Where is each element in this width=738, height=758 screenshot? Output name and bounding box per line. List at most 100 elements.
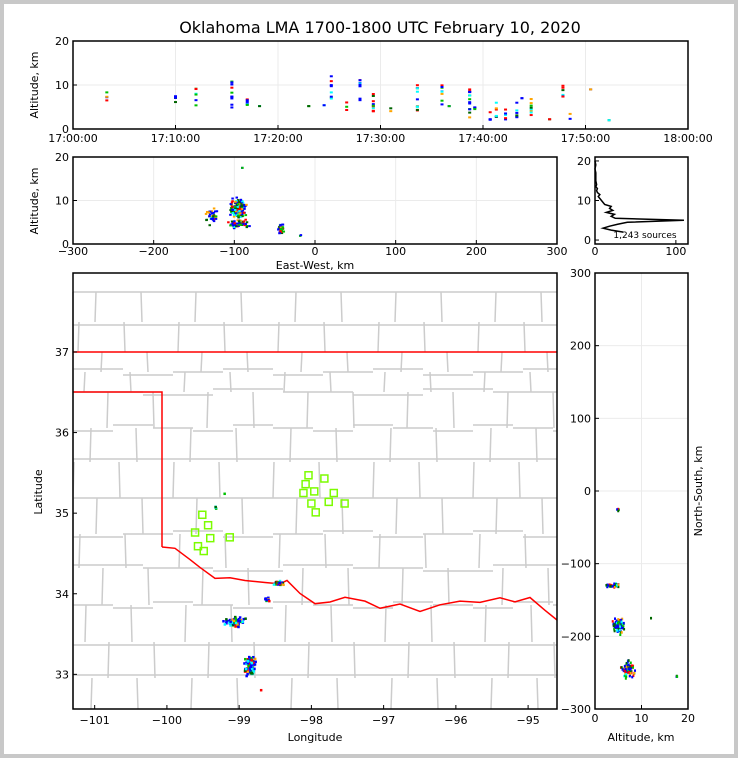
source-point [515, 101, 519, 104]
y-tick-label: 34 [55, 588, 69, 601]
source-point [389, 107, 393, 110]
source-point [504, 112, 508, 115]
source-point [243, 662, 246, 665]
source-point [242, 617, 246, 621]
source-point [240, 211, 244, 214]
source-point [235, 196, 239, 199]
source-point [238, 616, 242, 619]
source-point [245, 221, 249, 224]
source-point [250, 665, 253, 669]
source-point [246, 672, 249, 676]
x-tick-label: 17:00:00 [48, 132, 97, 145]
source-point [617, 507, 620, 511]
source-point [613, 623, 616, 626]
source-point [494, 107, 498, 110]
map-background [73, 273, 557, 709]
x-tick-label: −95 [516, 714, 539, 727]
source-point [529, 109, 533, 112]
source-point [230, 106, 234, 109]
source-point [237, 220, 241, 223]
source-point [235, 225, 238, 228]
source-point [236, 199, 240, 202]
source-point [371, 109, 375, 112]
source-point [624, 671, 627, 674]
source-point [229, 624, 232, 627]
source-point [240, 223, 243, 226]
source-point [212, 220, 216, 223]
source-point [618, 618, 621, 622]
source-point [619, 625, 622, 628]
source-point [227, 619, 230, 623]
station-marker [311, 508, 320, 517]
source-point [245, 661, 248, 664]
source-point [468, 116, 472, 119]
source-point [494, 114, 498, 117]
source-point [245, 203, 248, 206]
source-point [243, 224, 247, 227]
source-point [371, 94, 375, 97]
source-point [625, 663, 628, 667]
source-point [234, 207, 237, 210]
source-point [529, 111, 533, 114]
source-point [617, 627, 620, 630]
source-point [468, 94, 472, 97]
source-point [630, 664, 633, 667]
y-tick-label: −300 [561, 703, 591, 716]
x-tick-label: −98 [300, 714, 323, 727]
source-point [234, 617, 238, 621]
source-point [274, 581, 278, 585]
source-point [231, 197, 234, 200]
source-point [468, 88, 472, 91]
source-point [529, 102, 533, 105]
state-border [73, 351, 557, 547]
y-axis-label: North-South, km [692, 446, 705, 537]
x-tick-label: −200 [139, 245, 169, 258]
source-point [234, 625, 238, 628]
source-point [278, 581, 282, 585]
source-point [239, 216, 242, 219]
source-point [623, 665, 626, 668]
source-point [529, 104, 533, 107]
source-point [235, 224, 239, 227]
source-point [238, 221, 241, 224]
source-point [174, 96, 177, 99]
source-point [210, 210, 214, 213]
source-point [214, 215, 218, 218]
source-point [415, 84, 419, 87]
source-point [245, 224, 249, 227]
source-point [241, 201, 245, 204]
source-point [281, 226, 285, 229]
source-point [240, 204, 244, 207]
plan-view-panel: −101 −100 −99 −98 −97 −96 −95 33 34 35 36 37 Longitu… [32, 272, 558, 744]
source-point [329, 91, 333, 94]
x-tick-label: −100 [152, 714, 182, 727]
source-point [415, 98, 419, 101]
source-point [625, 665, 628, 668]
source-point [529, 106, 533, 109]
source-point [633, 671, 636, 675]
source-point [194, 99, 198, 102]
y-axis-label: Altitude, km [28, 167, 41, 234]
station-marker [198, 510, 207, 520]
source-point [620, 620, 623, 624]
source-point [618, 627, 621, 630]
source-point [440, 90, 444, 93]
source-point [229, 224, 232, 227]
source-point [245, 103, 249, 106]
source-point [223, 623, 227, 626]
station-marker [301, 479, 310, 489]
source-point [561, 84, 565, 87]
source-point [329, 75, 333, 78]
source-point [629, 661, 632, 665]
source-point [223, 492, 226, 496]
y-tick-label: 100 [570, 412, 591, 425]
source-point [237, 617, 241, 621]
station-marker [329, 488, 339, 498]
source-point [238, 207, 242, 210]
source-point [371, 93, 375, 96]
x-axis-label: East-West, km [276, 259, 354, 272]
source-point [265, 597, 268, 600]
source-point [233, 205, 237, 208]
source-point [194, 93, 198, 96]
source-point [234, 623, 237, 627]
